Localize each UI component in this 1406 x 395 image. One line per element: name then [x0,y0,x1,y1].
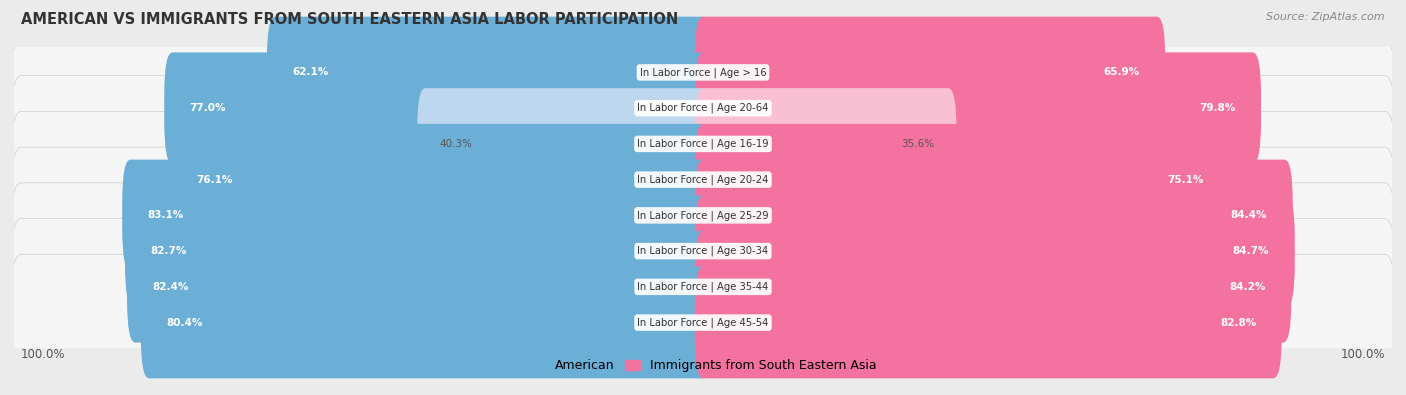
Text: 83.1%: 83.1% [148,211,184,220]
Text: In Labor Force | Age 30-34: In Labor Force | Age 30-34 [637,246,769,256]
FancyBboxPatch shape [11,183,1395,320]
Text: 35.6%: 35.6% [901,139,935,149]
Text: 75.1%: 75.1% [1167,175,1204,184]
Text: 77.0%: 77.0% [190,103,226,113]
FancyBboxPatch shape [695,53,1261,164]
FancyBboxPatch shape [170,124,711,235]
FancyBboxPatch shape [418,88,711,199]
Text: 84.4%: 84.4% [1230,211,1267,220]
FancyBboxPatch shape [141,267,711,378]
FancyBboxPatch shape [11,75,1395,212]
FancyBboxPatch shape [695,160,1292,271]
Text: 82.7%: 82.7% [150,246,187,256]
Text: 40.3%: 40.3% [439,139,472,149]
Text: 79.8%: 79.8% [1199,103,1236,113]
Text: In Labor Force | Age 35-44: In Labor Force | Age 35-44 [637,282,769,292]
Text: 82.4%: 82.4% [152,282,188,292]
Text: In Labor Force | Age 20-24: In Labor Force | Age 20-24 [637,174,769,185]
Text: 84.7%: 84.7% [1233,246,1270,256]
FancyBboxPatch shape [11,111,1395,248]
FancyBboxPatch shape [695,124,1229,235]
Text: Source: ZipAtlas.com: Source: ZipAtlas.com [1267,12,1385,22]
Text: 82.8%: 82.8% [1220,318,1256,327]
FancyBboxPatch shape [165,53,711,164]
FancyBboxPatch shape [127,231,711,342]
FancyBboxPatch shape [11,218,1395,355]
Legend: American, Immigrants from South Eastern Asia: American, Immigrants from South Eastern … [524,354,882,377]
FancyBboxPatch shape [122,160,711,271]
FancyBboxPatch shape [11,147,1395,284]
FancyBboxPatch shape [695,17,1166,128]
Text: 100.0%: 100.0% [1340,348,1385,361]
FancyBboxPatch shape [695,267,1282,378]
Text: 65.9%: 65.9% [1104,68,1140,77]
FancyBboxPatch shape [695,88,956,199]
Text: 84.2%: 84.2% [1229,282,1265,292]
Text: 80.4%: 80.4% [166,318,202,327]
FancyBboxPatch shape [11,254,1395,391]
Text: AMERICAN VS IMMIGRANTS FROM SOUTH EASTERN ASIA LABOR PARTICIPATION: AMERICAN VS IMMIGRANTS FROM SOUTH EASTER… [21,12,678,27]
Text: 100.0%: 100.0% [21,348,66,361]
Text: In Labor Force | Age > 16: In Labor Force | Age > 16 [640,67,766,78]
Text: In Labor Force | Age 25-29: In Labor Force | Age 25-29 [637,210,769,221]
Text: In Labor Force | Age 45-54: In Labor Force | Age 45-54 [637,317,769,328]
FancyBboxPatch shape [125,196,711,307]
FancyBboxPatch shape [695,196,1295,307]
Text: In Labor Force | Age 20-64: In Labor Force | Age 20-64 [637,103,769,113]
FancyBboxPatch shape [695,231,1291,342]
Text: 76.1%: 76.1% [195,175,232,184]
FancyBboxPatch shape [267,17,711,128]
FancyBboxPatch shape [11,40,1395,177]
Text: In Labor Force | Age 16-19: In Labor Force | Age 16-19 [637,139,769,149]
FancyBboxPatch shape [11,4,1395,141]
Text: 62.1%: 62.1% [292,68,329,77]
